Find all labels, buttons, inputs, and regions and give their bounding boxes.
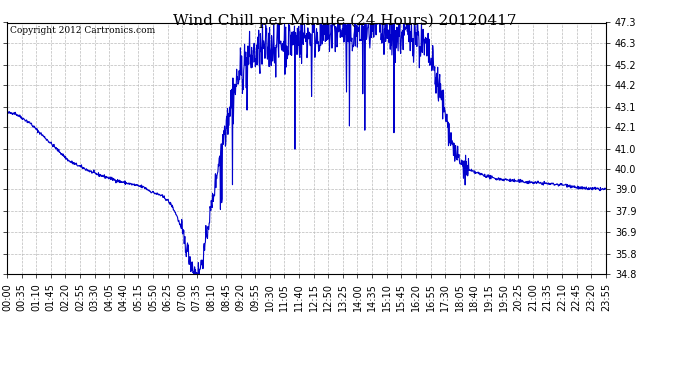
Text: Copyright 2012 Cartronics.com: Copyright 2012 Cartronics.com: [10, 26, 155, 35]
Text: Wind Chill per Minute (24 Hours) 20120417: Wind Chill per Minute (24 Hours) 2012041…: [173, 13, 517, 27]
